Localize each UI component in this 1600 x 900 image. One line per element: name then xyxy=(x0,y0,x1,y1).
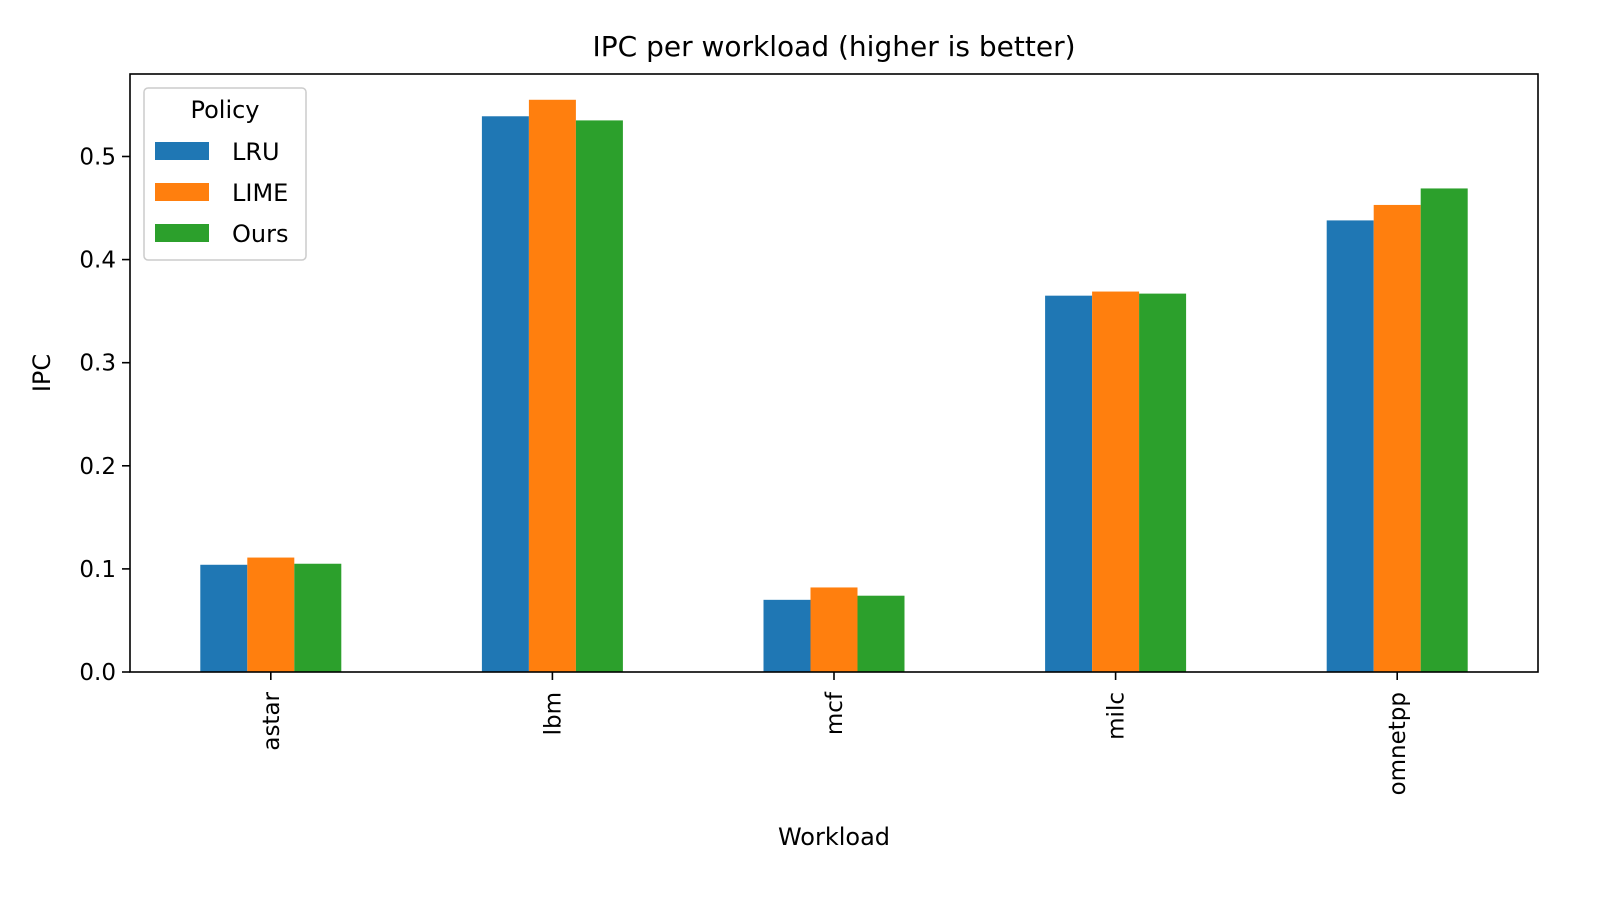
bars-group xyxy=(200,99,1468,673)
legend-label-lru: LRU xyxy=(232,138,280,166)
legend-swatch-lru xyxy=(155,142,209,160)
y-tick-label: 0.3 xyxy=(79,351,116,377)
y-tick-label: 0.1 xyxy=(79,557,116,583)
legend-box xyxy=(143,87,307,261)
bar-ours-mcf xyxy=(857,595,905,672)
bar-lru-omnetpp xyxy=(1326,220,1374,672)
x-tick-label-astar: astar xyxy=(259,691,285,750)
y-tick-label: 0.0 xyxy=(79,660,116,686)
y-tick-label: 0.2 xyxy=(79,454,116,480)
bar-ours-omnetpp xyxy=(1420,188,1468,672)
x-axis: astar lbm mcf milc omnetpp xyxy=(259,672,1411,795)
legend-label-ours: Ours xyxy=(232,220,288,248)
x-tick-label-mcf: mcf xyxy=(822,691,848,735)
x-tick-label-milc: milc xyxy=(1104,692,1130,740)
legend-swatch-ours xyxy=(155,224,209,242)
bar-lru-lbm xyxy=(481,116,529,673)
bar-lru-astar xyxy=(200,564,248,672)
chart-title: IPC per workload (higher is better) xyxy=(593,30,1076,63)
y-axis: 0.0 0.1 0.2 0.3 0.4 0.5 xyxy=(79,144,130,686)
bar-ours-lbm xyxy=(575,120,623,673)
bar-ours-astar xyxy=(294,563,342,672)
bar-lime-omnetpp xyxy=(1373,204,1421,672)
x-axis-label: Workload xyxy=(778,823,890,851)
bar-lime-milc xyxy=(1092,291,1140,672)
bar-lime-lbm xyxy=(528,99,576,672)
bar-lime-mcf xyxy=(810,587,858,672)
y-tick-label: 0.4 xyxy=(79,248,116,274)
x-tick-label-lbm: lbm xyxy=(540,692,566,735)
x-tick-label-omnetpp: omnetpp xyxy=(1385,692,1411,795)
y-tick-label: 0.5 xyxy=(79,144,116,170)
bar-lru-milc xyxy=(1045,295,1093,672)
legend-title: Policy xyxy=(190,96,259,124)
bar-lime-astar xyxy=(247,557,295,672)
legend-entries: LRU LIME Ours xyxy=(155,138,288,248)
legend: Policy LRU LIME Ours xyxy=(143,87,307,261)
bar-lru-mcf xyxy=(763,599,811,672)
legend-swatch-lime xyxy=(155,183,209,201)
y-axis-label: IPC xyxy=(28,354,56,392)
legend-label-lime: LIME xyxy=(232,179,288,207)
bar-ours-milc xyxy=(1139,293,1187,672)
